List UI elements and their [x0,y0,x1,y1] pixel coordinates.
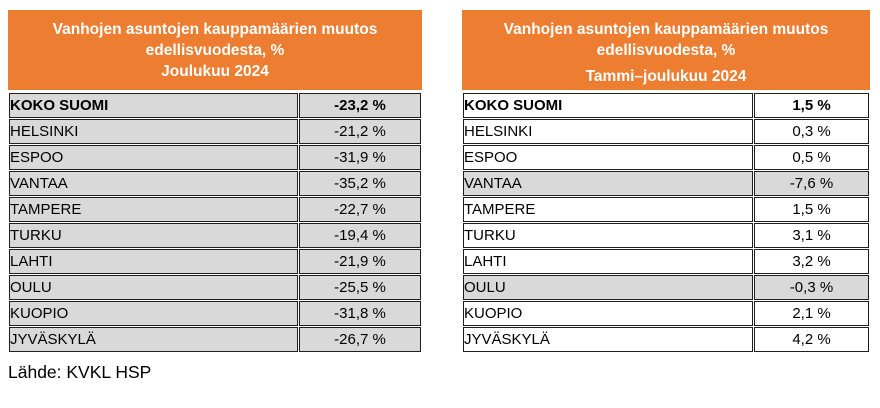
table-row: ESPOO 0,5 % [463,145,869,170]
table-row: ESPOO -31,9 % [9,145,421,170]
table-period: Joulukuu 2024 [161,63,269,80]
table-row: TURKU 3,1 % [463,223,869,248]
table-row-total: KOKO SUOMI -23,2 % [9,93,421,118]
table-row: JYVÄSKYLÄ -26,7 % [9,327,421,352]
value-cell: 3,2 % [754,249,869,274]
value-cell: -21,2 % [299,119,421,144]
region-label: OULU [9,275,298,300]
december-table-header: Vanhojen asuntojen kauppamäärien muutos … [8,10,422,90]
value-cell: -31,9 % [299,145,421,170]
value-cell: -23,2 % [299,93,421,118]
table-period: Tammi–joulukuu 2024 [585,68,747,85]
table-row: VANTAA -35,2 % [9,171,421,196]
value-cell: -21,9 % [299,249,421,274]
region-label: KOKO SUOMI [463,93,753,118]
value-cell: 2,1 % [754,301,869,326]
region-label: KUOPIO [463,301,753,326]
table-row: KUOPIO -31,8 % [9,301,421,326]
table-row: OULU -25,5 % [9,275,421,300]
region-label: HELSINKI [463,119,753,144]
table-row-total: KOKO SUOMI 1,5 % [463,93,869,118]
region-label: TAMPERE [9,197,298,222]
table-row: HELSINKI -21,2 % [9,119,421,144]
december-table: KOKO SUOMI -23,2 % HELSINKI -21,2 % ESPO… [8,92,422,353]
table-row: TAMPERE -22,7 % [9,197,421,222]
table-row: VANTAA -7,6 % [463,171,869,196]
table-title-line2: edellisvuodesta, % [145,42,285,59]
region-label: HELSINKI [9,119,298,144]
value-cell: 0,3 % [754,119,869,144]
region-label: ESPOO [463,145,753,170]
region-label: KUOPIO [9,301,298,326]
tables-container: Vanhojen asuntojen kauppamäärien muutos … [8,10,870,353]
region-label: TURKU [9,223,298,248]
value-cell: -35,2 % [299,171,421,196]
value-cell: 1,5 % [754,197,869,222]
january-december-table-card: Vanhojen asuntojen kauppamäärien muutos … [462,10,870,353]
region-label: LAHTI [463,249,753,274]
value-cell: 1,5 % [754,93,869,118]
table-row: TAMPERE 1,5 % [463,197,869,222]
region-label: KOKO SUOMI [9,93,298,118]
region-label: VANTAA [463,171,753,196]
value-cell: -7,6 % [754,171,869,196]
region-label: ESPOO [9,145,298,170]
value-cell: 0,5 % [754,145,869,170]
region-label: OULU [463,275,753,300]
source-caption: Lähde: KVKL HSP [8,362,152,382]
region-label: VANTAA [9,171,298,196]
value-cell: -0,3 % [754,275,869,300]
region-label: TURKU [463,223,753,248]
value-cell: 4,2 % [754,327,869,352]
value-cell: -19,4 % [299,223,421,248]
region-label: JYVÄSKYLÄ [9,327,298,352]
region-label: TAMPERE [463,197,753,222]
value-cell: -31,8 % [299,301,421,326]
table-row: KUOPIO 2,1 % [463,301,869,326]
value-cell: 3,1 % [754,223,869,248]
january-december-table: KOKO SUOMI 1,5 % HELSINKI 0,3 % ESPOO 0,… [462,92,870,353]
region-label: JYVÄSKYLÄ [463,327,753,352]
value-cell: -25,5 % [299,275,421,300]
table-row: LAHTI 3,2 % [463,249,869,274]
table-row: TURKU -19,4 % [9,223,421,248]
december-table-card: Vanhojen asuntojen kauppamäärien muutos … [8,10,422,353]
table-row: LAHTI -21,9 % [9,249,421,274]
table-title-line1: Vanhojen asuntojen kauppamäärien muutos [52,21,378,38]
table-row: HELSINKI 0,3 % [463,119,869,144]
january-december-table-header: Vanhojen asuntojen kauppamäärien muutos … [462,10,870,90]
table-title-line1: Vanhojen asuntojen kauppamäärien muutos [503,21,829,38]
table-row: OULU -0,3 % [463,275,869,300]
value-cell: -22,7 % [299,197,421,222]
region-label: LAHTI [9,249,298,274]
table-title-line2: edellisvuodesta, % [596,42,736,59]
table-row: JYVÄSKYLÄ 4,2 % [463,327,869,352]
value-cell: -26,7 % [299,327,421,352]
